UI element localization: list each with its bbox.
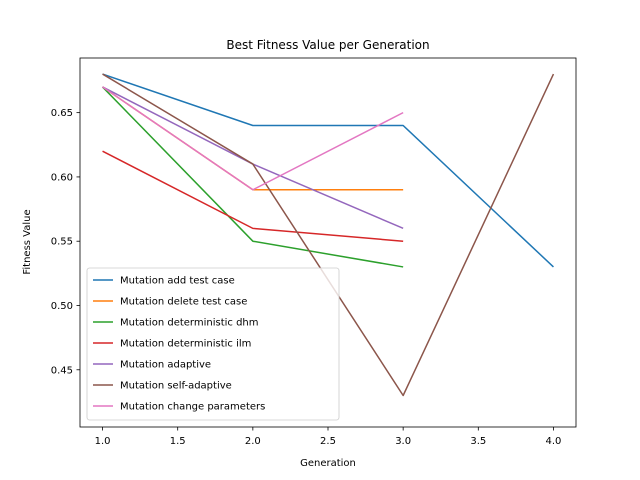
series-line-4	[102, 150, 404, 242]
x-tick-label: 3.5	[470, 436, 486, 447]
y-tick-label: 0.60	[51, 172, 73, 183]
series-line-7	[102, 86, 404, 191]
x-tick-label: 2.5	[320, 436, 336, 447]
legend-label: Mutation adaptive	[120, 360, 211, 371]
legend-label: Mutation delete test case	[120, 297, 247, 308]
x-tick-label: 3.0	[395, 436, 411, 447]
plot-frame	[79, 57, 577, 428]
y-tick-label: 0.65	[51, 108, 73, 119]
x-tick-label: 1.5	[170, 436, 186, 447]
legend-label: Mutation deterministic ilm	[120, 339, 251, 350]
legend-label: Mutation self-adaptive	[120, 381, 232, 392]
x-tick-label: 1.0	[95, 436, 111, 447]
x-tick-label: 4.0	[546, 436, 562, 447]
series-line-3	[102, 86, 404, 268]
y-tick-label: 0.45	[51, 365, 73, 376]
axes-layer: 1.0 1.5 2.0 2.5 3.0 3.5 4.0 0.45 0.50 0.55 0.60 0.6…	[51, 108, 562, 447]
legend-box	[86, 267, 340, 421]
legend-label: Mutation change parameters	[120, 402, 265, 413]
legend-label: Mutation deterministic dhm	[120, 318, 259, 329]
series-line-1	[102, 73, 554, 268]
y-tick-label: 0.50	[51, 301, 73, 312]
legend: Mutation add test case Mutation delete te…	[86, 267, 340, 421]
x-tick-label: 2.0	[245, 436, 261, 447]
legend-label: Mutation add test case	[120, 276, 235, 287]
x-axis-label: Generation	[300, 458, 356, 469]
chart-title: Best Fitness Value per Generation	[226, 38, 429, 52]
y-axis-label: Fitness Value	[22, 209, 33, 274]
y-tick-label: 0.55	[51, 237, 73, 248]
